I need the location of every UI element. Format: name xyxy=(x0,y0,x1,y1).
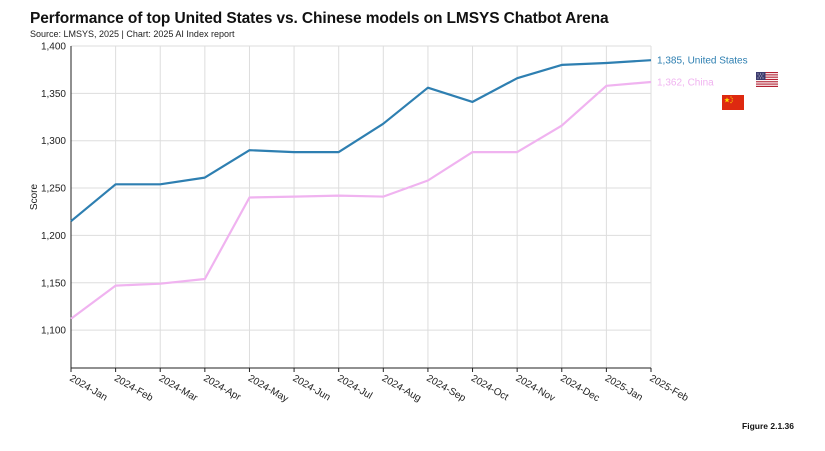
grid-lines xyxy=(70,45,652,368)
us-flag-icon xyxy=(756,72,778,87)
axes xyxy=(70,46,652,372)
y-axis-label: Score xyxy=(29,184,40,211)
x-tick-label: 2025-Feb xyxy=(648,373,691,404)
x-tick-label: 2024-May xyxy=(246,373,290,405)
y-tick-label: 1,250 xyxy=(41,184,66,195)
series-end-label: 1,385, United States xyxy=(657,56,748,67)
chart-subtitle: Source: LMSYS, 2025 | Chart: 2025 AI Ind… xyxy=(30,29,235,39)
end-labels: 1,385, United States 1,362, China xyxy=(657,56,748,89)
x-tick-label: 2024-Dec xyxy=(558,373,601,404)
x-axis-ticks: 2024-Jan 2024-Feb 2024-Mar 2024-Apr 2024-May… xyxy=(68,373,691,405)
china-flag-icon xyxy=(722,95,744,110)
x-tick-label: 2024-Sep xyxy=(424,373,467,404)
x-tick-label: 2024-Mar xyxy=(157,373,200,404)
x-tick-label: 2024-Oct xyxy=(469,373,510,403)
x-tick-label: 2024-Jun xyxy=(291,373,333,403)
y-tick-label: 1,150 xyxy=(41,278,66,289)
figure-label: Figure 2.1.36 xyxy=(742,421,794,431)
x-tick-label: 2024-Aug xyxy=(380,373,423,404)
y-axis-ticks: 1,100 1,150 1,200 1,250 1,300 1,350 1,400 xyxy=(41,42,66,337)
x-tick-label: 2024-Jul xyxy=(335,373,374,402)
chart-title: Performance of top United States vs. Chi… xyxy=(30,10,609,27)
series-line-china xyxy=(70,80,652,320)
x-tick-label: 2024-Apr xyxy=(201,373,243,403)
x-tick-label: 2024-Nov xyxy=(514,373,557,404)
series-lines xyxy=(70,59,652,320)
series-end-label: 1,362, China xyxy=(657,77,714,88)
x-tick-label: 2024-Feb xyxy=(112,373,155,404)
y-tick-label: 1,300 xyxy=(41,136,66,147)
x-tick-label: 2024-Jan xyxy=(68,373,110,403)
y-tick-label: 1,200 xyxy=(41,231,66,242)
y-tick-label: 1,350 xyxy=(41,89,66,100)
x-tick-label: 2025-Jan xyxy=(603,373,645,403)
y-tick-label: 1,400 xyxy=(41,42,66,53)
y-tick-label: 1,100 xyxy=(41,326,66,337)
series-line-united-states xyxy=(70,59,652,223)
